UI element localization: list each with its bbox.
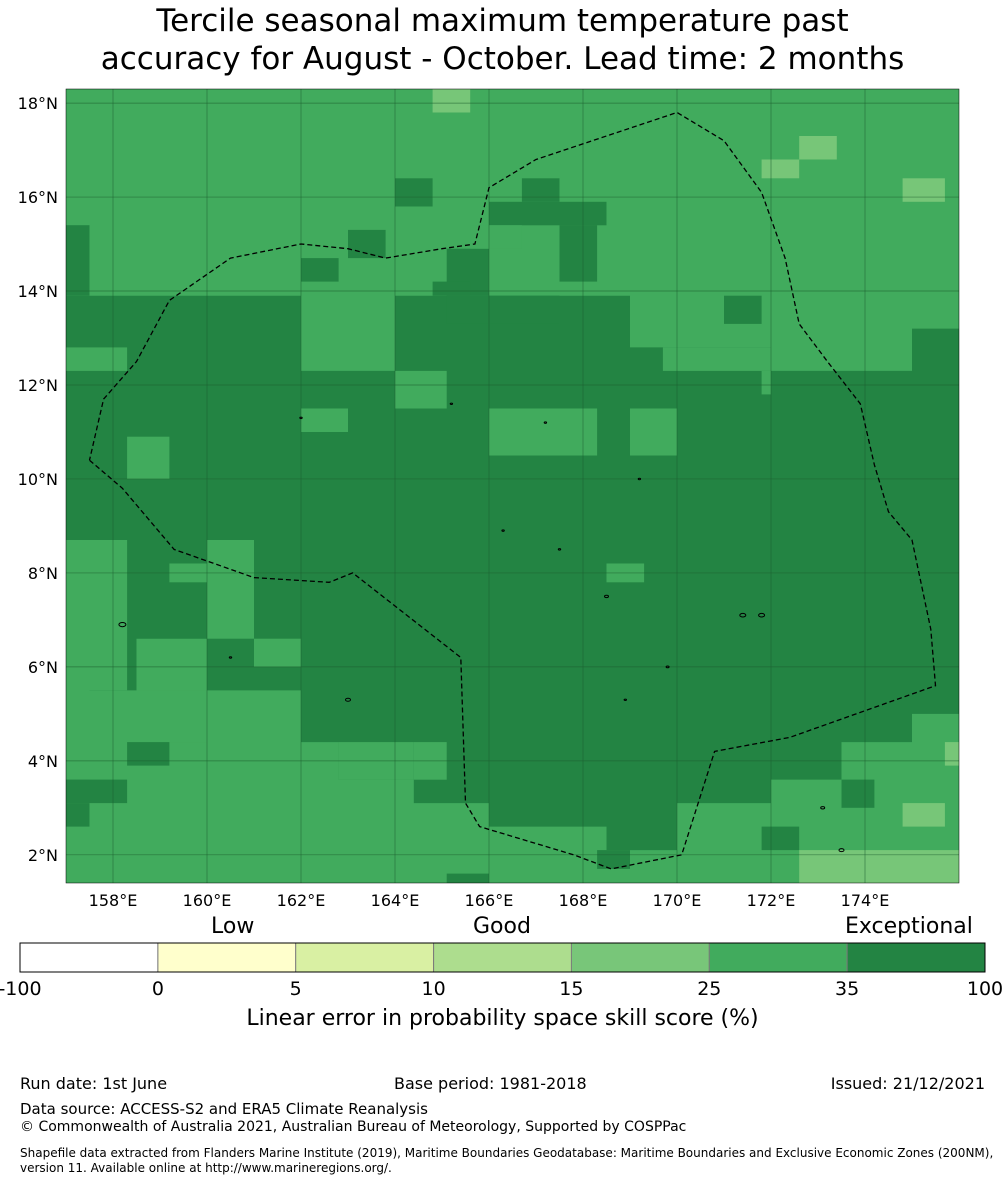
map-title-line-1: Tercile seasonal maximum temperature pas… [156,3,849,39]
lat-tick-label: 4°N [28,752,58,771]
map-title: Tercile seasonal maximum temperature pas… [0,2,1005,78]
colorbar-swatch [157,942,297,973]
island-coastlines [118,402,845,853]
lat-tick-label: 2°N [28,846,58,865]
lon-tick-label: 174°E [841,891,890,910]
shapefile-credit-text: Shapefile data extracted from Flanders M… [20,1146,994,1175]
lat-tick-label: 12°N [18,376,58,395]
map-plot: 18°N 16°N 14°N 12°N 10°N 8°N 6°N 4°N 2°N 158°E 16… [18,88,960,910]
colorbar-tick-label: 0 [152,978,164,1000]
lat-tick-label: 10°N [18,470,58,489]
colorbar-swatch [846,942,986,973]
lon-tick-label: 168°E [559,891,608,910]
lat-tick-label: 6°N [28,658,58,677]
colorbar-tick-label: 10 [422,978,446,1000]
lon-tick-label: 158°E [89,891,138,910]
colorbar-tick-label: -100 [0,978,42,1000]
eez-boundary-line [88,111,937,870]
lat-tick-label: 18°N [18,94,58,113]
issued-date-text: Issued: 21/12/2021 [830,1074,985,1093]
graticule [66,89,959,883]
latitude-tick-labels: 18°N 16°N 14°N 12°N 10°N 8°N 6°N 4°N 2°N [18,94,58,865]
colorbar-tick-label: 5 [290,978,302,1000]
map-frame [65,88,960,884]
lon-tick-label: 164°E [371,891,420,910]
copyright-text: © Commonwealth of Australia 2021, Austra… [20,1119,687,1135]
colorbar-category-exceptional: Exceptional [845,914,973,939]
map-title-line-2: accuracy for August - October. Lead time… [100,41,905,77]
colorbar-category-good: Good [473,914,531,939]
colorbar-category-low: Low [211,914,255,939]
colorbar-tick-labels: -100 0 5 10 15 25 35 100 [0,978,1003,1000]
longitude-tick-labels: 158°E 160°E 162°E 164°E 166°E 168°E 170°E 172°E… [89,891,890,910]
data-source-text: Data source: ACCESS-S2 and ERA5 Climate … [20,1100,428,1118]
colorbar-swatch [570,942,710,973]
colorbar-tick-label: 35 [835,978,859,1000]
lat-tick-label: 8°N [28,564,58,583]
run-date-text: Run date: 1st June [20,1074,168,1093]
colorbar-swatches [19,942,986,973]
colorbar-swatch [708,942,848,973]
lon-tick-label: 170°E [653,891,702,910]
colorbar-tick-label: 100 [967,978,1003,1000]
lon-tick-label: 162°E [277,891,326,910]
skill-cells [66,89,959,883]
lat-tick-label: 14°N [18,282,58,301]
colorbar-swatch [19,942,159,973]
lat-tick-label: 16°N [18,188,58,207]
lon-tick-label: 166°E [465,891,514,910]
colorbar-axis-label: Linear error in probability space skill … [246,1006,759,1031]
lon-tick-label: 172°E [747,891,796,910]
colorbar: -100 0 5 10 15 25 35 100 [0,942,1003,1000]
colorbar-swatch [433,942,572,973]
colorbar-tick-label: 25 [697,978,721,1000]
lon-tick-label: 160°E [183,891,232,910]
base-period-text: Base period: 1981-2018 [394,1074,587,1093]
colorbar-tick-label: 15 [559,978,583,1000]
colorbar-swatch [295,942,435,973]
